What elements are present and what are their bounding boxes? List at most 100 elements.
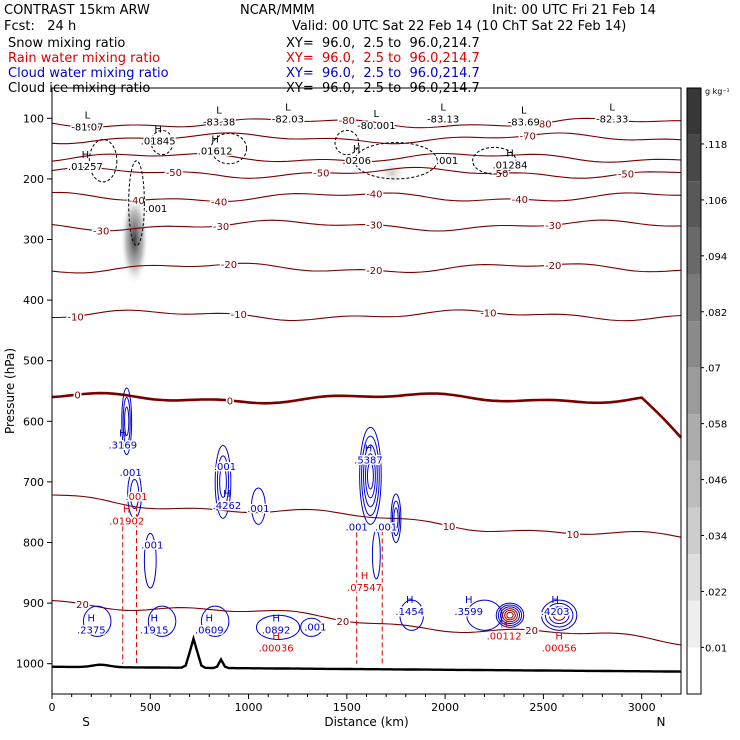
colorbar-segment [687, 647, 701, 694]
cloud-water-value: .001 [214, 462, 236, 473]
cloud-water-value: .0609 [195, 625, 224, 636]
cloud-water-contour [544, 602, 574, 628]
cloud-water-contour [129, 478, 140, 510]
forecast-hour: Fcst: 24 h [4, 19, 77, 34]
cloud-water-value: .4203 [541, 607, 570, 618]
y-tick-label: 200 [23, 173, 44, 186]
colorbar-segment [687, 507, 701, 555]
cloud-water-value: .4262 [213, 501, 242, 512]
cloud-water-contour [393, 507, 399, 530]
rain-water-marker: H [500, 619, 508, 630]
colorbar-segment [687, 227, 701, 275]
extremum-marker: L [440, 103, 446, 114]
snow-shading [120, 158, 409, 286]
field-cloudwater-name: Cloud water mixing ratio [8, 66, 169, 81]
isotherm-label: -20 [221, 260, 237, 271]
terrain-profile [51, 634, 682, 673]
cloud-water-contour [390, 493, 402, 544]
colorbar-segment [687, 274, 701, 322]
cloud-water-marker: H [365, 444, 373, 455]
rain-water-value: .00036 [259, 644, 294, 655]
rain-water-marker: H [555, 632, 563, 643]
x-tick-label: 2000 [431, 701, 459, 714]
colorbar-tick-label: .022 [705, 587, 727, 598]
extremum-marker: L [216, 106, 222, 117]
isotherm--20 [51, 262, 682, 274]
x-tick-label: 2500 [529, 701, 557, 714]
cloud-water-contour [127, 469, 142, 519]
cloud-water-value: .001 [141, 541, 163, 552]
cloud-water-contour [504, 610, 516, 621]
cloud-water-contour [216, 455, 230, 509]
cloud-water-value: .001 [375, 522, 397, 533]
isotherm-label: -50 [166, 168, 182, 179]
isotherm-label: -80 [535, 119, 551, 130]
isotherm--40 [51, 191, 682, 203]
snow-core-shade [120, 193, 149, 286]
isotherm-label: -50 [618, 169, 634, 180]
init-time: Init: 00 UTC Fri 21 Feb 14 [492, 3, 656, 18]
terrain-line [51, 634, 682, 673]
isotherm-label: -40 [211, 197, 227, 208]
cloud-water-contour [365, 453, 376, 499]
extremum-value: .001 [145, 204, 167, 215]
cloud-water-contour [540, 599, 578, 631]
x-tick-label: 3000 [628, 701, 656, 714]
cloud-water-marker: H [205, 613, 213, 624]
cloud-water-contour [219, 465, 227, 498]
colorbar-frame [686, 87, 702, 695]
axes: 0 500 1000 1500 2000 2500 30001002003004005006… [3, 112, 665, 729]
cloud-ice-contour [210, 132, 248, 165]
extremum-value: -83.69 [508, 118, 540, 129]
rain-water-value: .01902 [109, 516, 144, 527]
colorbar-tick-label: .034 [705, 532, 727, 543]
cloud-water-value: .1915 [140, 625, 169, 636]
extremum-value: .001 [436, 156, 458, 167]
isotherm-0 [51, 391, 682, 439]
extremum-value: -82.03 [272, 115, 304, 126]
cloud-water-contour [124, 406, 130, 437]
y-tick-label: 400 [23, 294, 44, 307]
isotherm-label: -20 [545, 261, 561, 272]
model-title: CONTRAST 15km ARW [4, 3, 150, 18]
isotherm-label: -50 [313, 169, 329, 180]
cloud-water-contours [82, 387, 578, 640]
cloud-water-contour [255, 614, 301, 640]
cloud-water-contour [143, 532, 157, 589]
south-label: S [82, 715, 90, 729]
isotherm--70 [51, 132, 682, 145]
y-tick-label: 900 [23, 597, 44, 610]
isotherm-label: -40 [512, 195, 528, 206]
y-tick-label: 100 [23, 112, 44, 125]
isotherm-label: -80 [83, 123, 99, 134]
extremum-value: -83.13 [427, 115, 459, 126]
colorbar-tick-label: .118 [705, 140, 727, 151]
extremum-marker: L [285, 103, 291, 114]
cloud-water-value: .001 [247, 504, 269, 515]
cloud-water-contour [214, 445, 232, 519]
field-rain-xy: XY= 96.0, 2.5 to 96.0,214.7 [286, 51, 480, 66]
cloud-water-marker: H [223, 489, 231, 500]
isotherm-label: -10 [480, 308, 496, 319]
isotherm--30 [51, 219, 682, 232]
cloud-ice-contour [334, 129, 360, 156]
cloud-water-value: .0892 [262, 625, 291, 636]
colorbar-segment [687, 367, 701, 415]
isotherm-label: -30 [545, 221, 561, 232]
extremum-value: -82.33 [596, 115, 628, 126]
extremum-marker: H [82, 150, 90, 161]
extremum-value: .01257 [68, 162, 103, 173]
cloud-water-contour [359, 426, 382, 525]
isotherm-label: 20 [337, 617, 350, 628]
isotherm-label: -50 [492, 169, 508, 180]
colorbar-tick-label: .046 [705, 476, 727, 487]
colorbar-units: g kg⁻¹ [705, 87, 730, 96]
cloud-ice-contour [128, 160, 145, 247]
colorbar-tick-label: .082 [705, 308, 727, 319]
cloud-water-value: .3599 [454, 607, 483, 618]
isotherm-label: -30 [366, 221, 382, 232]
isotherm--80 [51, 117, 681, 129]
valid-time: Valid: 00 UTC Sat 22 Feb 14 (10 ChT Sat … [292, 19, 627, 34]
extremum-value: .01284 [492, 161, 527, 172]
